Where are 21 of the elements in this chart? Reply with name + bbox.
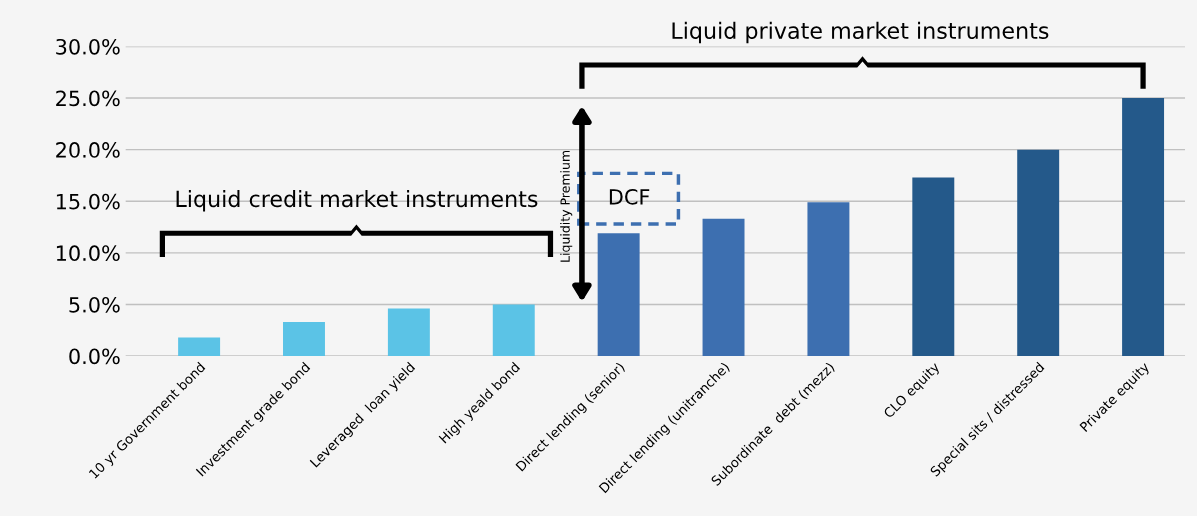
y-tick-label: 25.0% — [56, 90, 120, 107]
bar — [283, 321, 325, 357]
bar — [807, 202, 850, 357]
bar — [1122, 98, 1165, 357]
annotation: Liquidity Premium — [560, 150, 573, 262]
bar — [492, 304, 535, 357]
bar — [912, 177, 955, 357]
y-tick-label: 10.0% — [56, 245, 120, 262]
y-tick-label: 15.0% — [56, 193, 120, 210]
annotation: Liquid credit market instruments — [176, 190, 538, 212]
y-tick-label: 5.0% — [69, 296, 120, 313]
bar — [178, 337, 221, 357]
y-tick-label: 30.0% — [56, 38, 120, 55]
annotation: DCF — [609, 188, 650, 205]
bar — [702, 218, 745, 357]
y-tick-label: 0.0% — [69, 348, 120, 365]
bar — [1017, 149, 1060, 357]
bar — [597, 233, 640, 357]
y-tick-label: 20.0% — [56, 142, 120, 158]
bar — [387, 308, 430, 357]
text: Liquid private market instruments — [672, 21, 1049, 44]
